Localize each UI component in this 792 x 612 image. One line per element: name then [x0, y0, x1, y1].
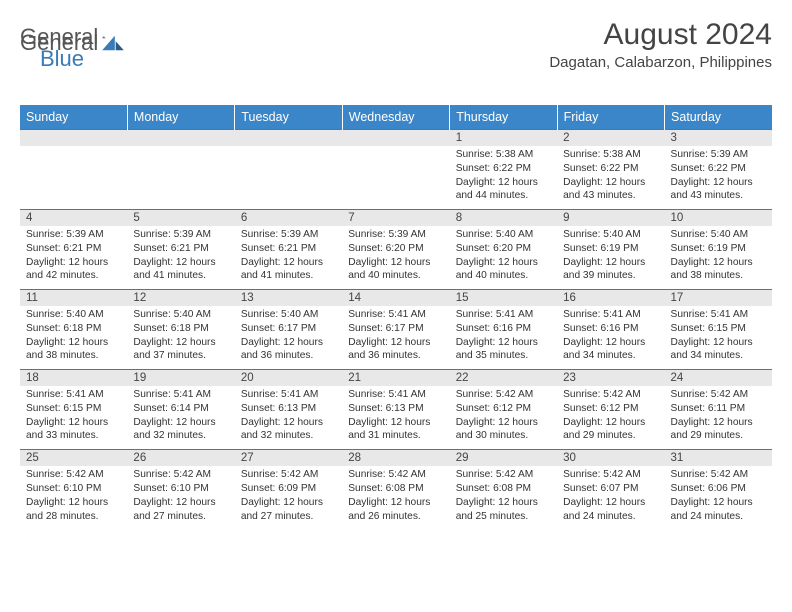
day-details-cell: Sunrise: 5:42 AMSunset: 6:10 PMDaylight:…	[127, 466, 234, 529]
day-number-cell: 13	[235, 290, 342, 307]
day-details-cell: Sunrise: 5:41 AMSunset: 6:13 PMDaylight:…	[235, 386, 342, 450]
day-details-row: Sunrise: 5:40 AMSunset: 6:18 PMDaylight:…	[20, 306, 772, 370]
day-details-row: Sunrise: 5:38 AMSunset: 6:22 PMDaylight:…	[20, 146, 772, 210]
weekday-header: Thursday	[450, 105, 557, 130]
day-number-cell	[127, 130, 234, 147]
day-details-cell: Sunrise: 5:41 AMSunset: 6:17 PMDaylight:…	[342, 306, 449, 370]
day-details-cell: Sunrise: 5:42 AMSunset: 6:11 PMDaylight:…	[665, 386, 772, 450]
day-details-cell: Sunrise: 5:42 AMSunset: 6:06 PMDaylight:…	[665, 466, 772, 529]
day-details-row: Sunrise: 5:41 AMSunset: 6:15 PMDaylight:…	[20, 386, 772, 450]
day-details-cell: Sunrise: 5:41 AMSunset: 6:13 PMDaylight:…	[342, 386, 449, 450]
day-number-cell: 1	[450, 130, 557, 147]
day-number-cell: 16	[557, 290, 664, 307]
day-number-cell: 26	[127, 450, 234, 467]
day-number-cell: 5	[127, 210, 234, 227]
logo-text-blue: Blue	[40, 46, 84, 72]
day-details-cell: Sunrise: 5:40 AMSunset: 6:19 PMDaylight:…	[557, 226, 664, 290]
day-number-cell: 8	[450, 210, 557, 227]
day-number-row: 123	[20, 130, 772, 147]
day-number-cell: 9	[557, 210, 664, 227]
day-number-cell: 3	[665, 130, 772, 147]
day-number-row: 11121314151617	[20, 290, 772, 307]
header: General August 2024 Dagatan, Calabarzon,…	[20, 18, 772, 71]
day-number-cell: 11	[20, 290, 127, 307]
day-number-cell: 21	[342, 370, 449, 387]
day-number-cell: 25	[20, 450, 127, 467]
day-number-cell: 27	[235, 450, 342, 467]
day-number-cell: 17	[665, 290, 772, 307]
day-details-cell: Sunrise: 5:38 AMSunset: 6:22 PMDaylight:…	[557, 146, 664, 210]
day-number-cell: 7	[342, 210, 449, 227]
day-details-cell: Sunrise: 5:40 AMSunset: 6:19 PMDaylight:…	[665, 226, 772, 290]
day-details-cell: Sunrise: 5:42 AMSunset: 6:10 PMDaylight:…	[20, 466, 127, 529]
month-title: August 2024	[549, 18, 772, 52]
day-details-cell: Sunrise: 5:42 AMSunset: 6:12 PMDaylight:…	[557, 386, 664, 450]
day-number-cell: 29	[450, 450, 557, 467]
day-number-row: 45678910	[20, 210, 772, 227]
day-number-cell: 20	[235, 370, 342, 387]
day-number-row: 18192021222324	[20, 370, 772, 387]
day-details-cell: Sunrise: 5:40 AMSunset: 6:17 PMDaylight:…	[235, 306, 342, 370]
weekday-header: Saturday	[665, 105, 772, 130]
day-details-cell: Sunrise: 5:39 AMSunset: 6:22 PMDaylight:…	[665, 146, 772, 210]
day-number-cell	[342, 130, 449, 147]
day-number-cell: 19	[127, 370, 234, 387]
day-details-cell: Sunrise: 5:41 AMSunset: 6:16 PMDaylight:…	[450, 306, 557, 370]
day-details-cell: Sunrise: 5:38 AMSunset: 6:22 PMDaylight:…	[450, 146, 557, 210]
day-number-cell: 4	[20, 210, 127, 227]
day-number-cell: 10	[665, 210, 772, 227]
weekday-header: Sunday	[20, 105, 127, 130]
day-number-cell: 22	[450, 370, 557, 387]
day-details-cell: Sunrise: 5:42 AMSunset: 6:12 PMDaylight:…	[450, 386, 557, 450]
weekday-header: Friday	[557, 105, 664, 130]
weekday-header: Monday	[127, 105, 234, 130]
day-details-cell: Sunrise: 5:39 AMSunset: 6:21 PMDaylight:…	[235, 226, 342, 290]
location: Dagatan, Calabarzon, Philippines	[549, 54, 772, 71]
day-details-cell: Sunrise: 5:41 AMSunset: 6:16 PMDaylight:…	[557, 306, 664, 370]
day-details-cell: Sunrise: 5:40 AMSunset: 6:18 PMDaylight:…	[20, 306, 127, 370]
day-details-cell: Sunrise: 5:40 AMSunset: 6:18 PMDaylight:…	[127, 306, 234, 370]
day-details-cell: Sunrise: 5:42 AMSunset: 6:09 PMDaylight:…	[235, 466, 342, 529]
day-details-cell: Sunrise: 5:39 AMSunset: 6:21 PMDaylight:…	[127, 226, 234, 290]
day-details-cell: Sunrise: 5:39 AMSunset: 6:21 PMDaylight:…	[20, 226, 127, 290]
day-details-cell	[127, 146, 234, 210]
day-number-cell: 18	[20, 370, 127, 387]
day-number-row: 25262728293031	[20, 450, 772, 467]
weekday-header: Tuesday	[235, 105, 342, 130]
day-details-cell	[342, 146, 449, 210]
day-details-cell	[235, 146, 342, 210]
calendar-table: SundayMondayTuesdayWednesdayThursdayFrid…	[20, 105, 772, 529]
day-number-cell: 24	[665, 370, 772, 387]
weekday-header-row: SundayMondayTuesdayWednesdayThursdayFrid…	[20, 105, 772, 130]
day-number-cell: 14	[342, 290, 449, 307]
calendar-page: General August 2024 Dagatan, Calabarzon,…	[0, 0, 792, 539]
day-number-cell: 30	[557, 450, 664, 467]
day-details-cell: Sunrise: 5:39 AMSunset: 6:20 PMDaylight:…	[342, 226, 449, 290]
day-details-cell: Sunrise: 5:41 AMSunset: 6:15 PMDaylight:…	[665, 306, 772, 370]
day-details-cell: Sunrise: 5:41 AMSunset: 6:15 PMDaylight:…	[20, 386, 127, 450]
day-number-cell: 6	[235, 210, 342, 227]
day-details-row: Sunrise: 5:39 AMSunset: 6:21 PMDaylight:…	[20, 226, 772, 290]
title-block: August 2024 Dagatan, Calabarzon, Philipp…	[549, 18, 772, 71]
day-details-cell: Sunrise: 5:41 AMSunset: 6:14 PMDaylight:…	[127, 386, 234, 450]
day-details-row: Sunrise: 5:42 AMSunset: 6:10 PMDaylight:…	[20, 466, 772, 529]
day-details-cell: Sunrise: 5:42 AMSunset: 6:07 PMDaylight:…	[557, 466, 664, 529]
day-number-cell: 28	[342, 450, 449, 467]
day-number-cell: 31	[665, 450, 772, 467]
day-number-cell: 2	[557, 130, 664, 147]
day-details-cell: Sunrise: 5:40 AMSunset: 6:20 PMDaylight:…	[450, 226, 557, 290]
day-details-cell: Sunrise: 5:42 AMSunset: 6:08 PMDaylight:…	[342, 466, 449, 529]
day-number-cell: 15	[450, 290, 557, 307]
day-number-cell	[235, 130, 342, 147]
day-number-cell: 23	[557, 370, 664, 387]
day-details-cell: Sunrise: 5:42 AMSunset: 6:08 PMDaylight:…	[450, 466, 557, 529]
day-details-cell	[20, 146, 127, 210]
logo-mark-icon-2	[102, 34, 124, 52]
day-number-cell	[20, 130, 127, 147]
weekday-header: Wednesday	[342, 105, 449, 130]
day-number-cell: 12	[127, 290, 234, 307]
